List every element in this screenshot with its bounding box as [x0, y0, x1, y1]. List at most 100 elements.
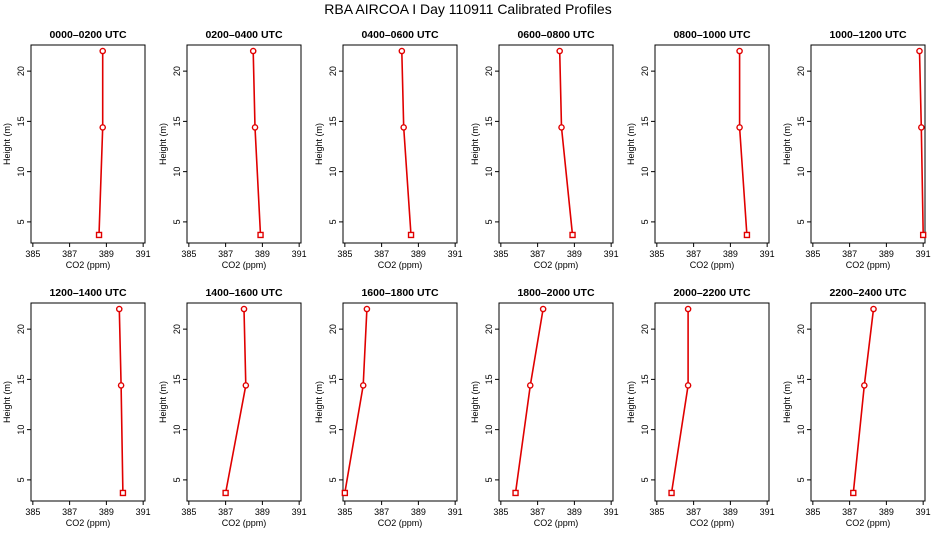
- x-tick-label: 385: [649, 249, 664, 259]
- y-tick-label: 5: [172, 219, 182, 224]
- data-point: [569, 231, 576, 239]
- panel-title: 1000–1200 UTC: [829, 29, 906, 41]
- data-point: [398, 47, 406, 55]
- data-point: [668, 489, 675, 497]
- x-tick-label: 385: [805, 507, 820, 517]
- x-axis-label: CO2 (ppm): [66, 260, 111, 270]
- x-tick-label: 389: [567, 249, 582, 259]
- y-axis-label: Height (m): [626, 123, 636, 165]
- x-tick-label: 389: [879, 507, 894, 517]
- x-tick-label: 385: [493, 507, 508, 517]
- data-point: [918, 124, 925, 131]
- x-axis-label: CO2 (ppm): [378, 518, 423, 528]
- x-axis-label: CO2 (ppm): [534, 518, 579, 528]
- profile-line: [514, 308, 544, 494]
- panel-frame: [498, 44, 614, 244]
- data-point: [222, 489, 229, 497]
- y-tick-label: 20: [16, 66, 26, 76]
- data-point: [407, 231, 415, 239]
- y-tick-label: 15: [16, 116, 26, 126]
- y-tick-label: 5: [796, 477, 806, 482]
- x-axis-label: CO2 (ppm): [534, 260, 579, 270]
- data-point: [242, 382, 250, 389]
- x-tick-label: 389: [255, 249, 270, 259]
- panel-title: 0200–0400 UTC: [205, 29, 282, 41]
- x-tick-label: 389: [879, 249, 894, 259]
- x-tick-label: 387: [374, 249, 389, 259]
- x-tick-label: 385: [337, 507, 352, 517]
- data-point: [743, 231, 751, 239]
- data-point: [736, 47, 743, 55]
- panel-title: 0400–0600 UTC: [361, 29, 438, 41]
- profile-line: [344, 308, 368, 494]
- y-tick-label: 5: [328, 219, 338, 224]
- data-point: [240, 305, 248, 313]
- x-tick-label: 385: [649, 507, 664, 517]
- y-tick-label: 5: [796, 219, 806, 224]
- panel-frame: [342, 44, 458, 244]
- x-axis-label: CO2 (ppm): [690, 518, 735, 528]
- x-tick-label: 391: [292, 507, 307, 517]
- y-axis-label: Height (m): [158, 123, 168, 165]
- x-tick-label: 391: [760, 249, 775, 259]
- y-axis-label: Height (m): [782, 123, 792, 165]
- y-tick-label: 5: [484, 477, 494, 482]
- data-point: [341, 489, 349, 497]
- y-tick-label: 15: [796, 374, 806, 384]
- y-tick-label: 15: [484, 374, 494, 384]
- x-tick-label: 391: [136, 249, 151, 259]
- panel-title: 0600–0800 UTC: [517, 29, 594, 41]
- data-point: [251, 124, 259, 131]
- main-title: RBA AIRCOA I Day 110911 Calibrated Profi…: [324, 1, 612, 17]
- y-axis-label: Height (m): [626, 381, 636, 423]
- y-tick-label: 20: [328, 324, 338, 334]
- x-tick-label: 391: [760, 507, 775, 517]
- y-tick-label: 15: [796, 116, 806, 126]
- panel-title: 0000–0200 UTC: [49, 29, 126, 41]
- x-axis-label: CO2 (ppm): [378, 260, 423, 270]
- x-tick-label: 389: [723, 507, 738, 517]
- x-tick-label: 391: [292, 249, 307, 259]
- x-axis-label: CO2 (ppm): [690, 260, 735, 270]
- data-point: [539, 305, 547, 313]
- profile-line: [558, 50, 574, 236]
- y-axis-label: Height (m): [2, 123, 12, 165]
- y-tick-label: 5: [328, 477, 338, 482]
- data-point: [684, 305, 692, 313]
- data-point: [95, 231, 103, 239]
- x-tick-label: 389: [723, 249, 738, 259]
- y-tick-label: 10: [172, 425, 182, 435]
- y-tick-label: 20: [484, 66, 494, 76]
- y-tick-label: 10: [328, 425, 338, 435]
- profile-line: [670, 309, 689, 494]
- x-tick-label: 391: [604, 249, 619, 259]
- panel-frame: [654, 44, 770, 244]
- profile-line: [852, 308, 875, 494]
- y-tick-label: 20: [172, 66, 182, 76]
- y-tick-label: 5: [16, 219, 26, 224]
- panel-title: 1600–1800 UTC: [361, 287, 438, 299]
- x-tick-label: 387: [218, 249, 233, 259]
- data-point: [861, 382, 868, 389]
- panel-frame: [810, 44, 926, 244]
- y-axis-label: Height (m): [470, 381, 480, 423]
- y-tick-label: 10: [796, 425, 806, 435]
- y-axis-label: Height (m): [782, 381, 792, 423]
- y-axis-label: Height (m): [314, 381, 324, 423]
- x-axis-label: CO2 (ppm): [66, 518, 111, 528]
- panel-title: 2000–2200 UTC: [673, 287, 750, 299]
- x-tick-label: 389: [411, 249, 426, 259]
- x-tick-label: 385: [181, 249, 196, 259]
- x-tick-label: 387: [842, 249, 857, 259]
- x-tick-label: 387: [530, 507, 545, 517]
- profile-line: [118, 308, 124, 494]
- data-point: [684, 382, 692, 389]
- y-tick-label: 10: [484, 167, 494, 177]
- y-tick-label: 10: [328, 167, 338, 177]
- y-tick-label: 15: [328, 116, 338, 126]
- x-tick-label: 387: [842, 507, 857, 517]
- y-tick-label: 20: [640, 66, 650, 76]
- x-axis-label: CO2 (ppm): [846, 518, 891, 528]
- y-tick-label: 10: [172, 167, 182, 177]
- y-axis-label: Height (m): [2, 381, 12, 423]
